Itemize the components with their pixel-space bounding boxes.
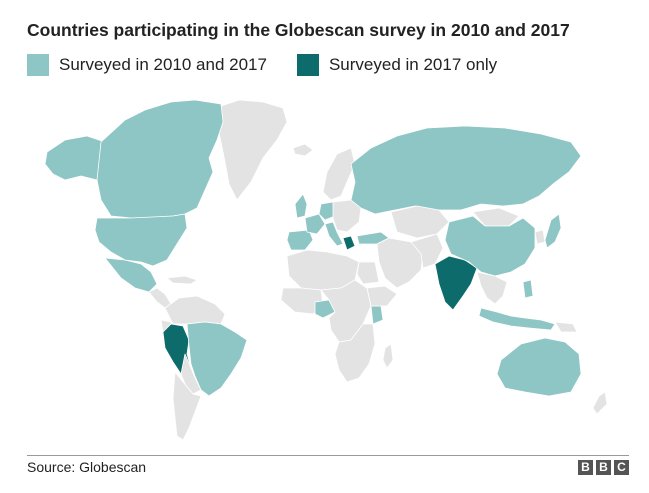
country-germany xyxy=(318,201,336,221)
country-united-states xyxy=(94,213,188,267)
country-france xyxy=(304,213,326,235)
country-alaska xyxy=(44,135,106,181)
legend-swatch-both-years xyxy=(27,54,49,76)
world-map xyxy=(44,99,608,441)
region-horn-of-africa xyxy=(366,285,398,307)
region-southern-africa xyxy=(334,323,376,383)
region-scandinavia xyxy=(322,147,356,201)
bbc-logo-letter: B xyxy=(578,460,593,475)
country-australia xyxy=(496,337,582,397)
country-greenland xyxy=(216,99,288,201)
bbc-logo-letter: C xyxy=(614,460,629,475)
chart-title: Countries participating in the Globescan… xyxy=(27,20,570,40)
region-korea xyxy=(534,229,546,245)
country-greece xyxy=(342,235,356,251)
country-papua-new-guinea xyxy=(554,321,578,333)
country-brazil xyxy=(186,321,248,397)
country-new-zealand xyxy=(592,391,608,415)
region-southern-cone xyxy=(172,371,202,441)
country-philippines xyxy=(522,279,534,299)
footer-divider xyxy=(27,455,629,456)
country-canada xyxy=(96,99,224,219)
bbc-logo: B B C xyxy=(575,460,629,475)
country-iceland xyxy=(292,143,314,157)
legend-label-2017-only: Surveyed in 2017 only xyxy=(328,55,498,74)
country-russia xyxy=(350,125,582,215)
country-japan xyxy=(544,213,562,249)
country-spain xyxy=(286,229,314,251)
country-nigeria xyxy=(314,299,336,319)
country-indonesia xyxy=(478,307,556,331)
region-southeast-asia xyxy=(476,271,508,305)
region-caribbean xyxy=(166,275,198,285)
legend-item-both-years: Surveyed in 2010 and 2017 xyxy=(27,54,267,76)
region-bolivia-paraguay xyxy=(180,353,202,395)
country-india xyxy=(434,255,478,311)
region-middle-east xyxy=(376,237,424,289)
bbc-logo-letter: B xyxy=(596,460,611,475)
legend-swatch-2017-only xyxy=(296,54,319,76)
legend-item-2017-only: Surveyed in 2017 only xyxy=(296,54,498,76)
country-egypt xyxy=(356,261,380,285)
region-central-asia xyxy=(390,205,450,239)
region-central-america xyxy=(148,287,172,309)
country-china xyxy=(444,215,536,277)
source-note: Source: Globescan xyxy=(27,459,147,475)
country-madagascar xyxy=(382,343,394,369)
country-italy xyxy=(324,221,344,247)
country-kenya xyxy=(370,305,384,325)
legend: Surveyed in 2010 and 2017 Surveyed in 20… xyxy=(27,52,527,78)
country-mexico xyxy=(104,257,158,293)
region-northern-south-america xyxy=(164,295,226,325)
country-mongolia xyxy=(472,207,520,227)
legend-label-both-years: Surveyed in 2010 and 2017 xyxy=(59,55,267,74)
country-united-kingdom xyxy=(294,193,308,219)
